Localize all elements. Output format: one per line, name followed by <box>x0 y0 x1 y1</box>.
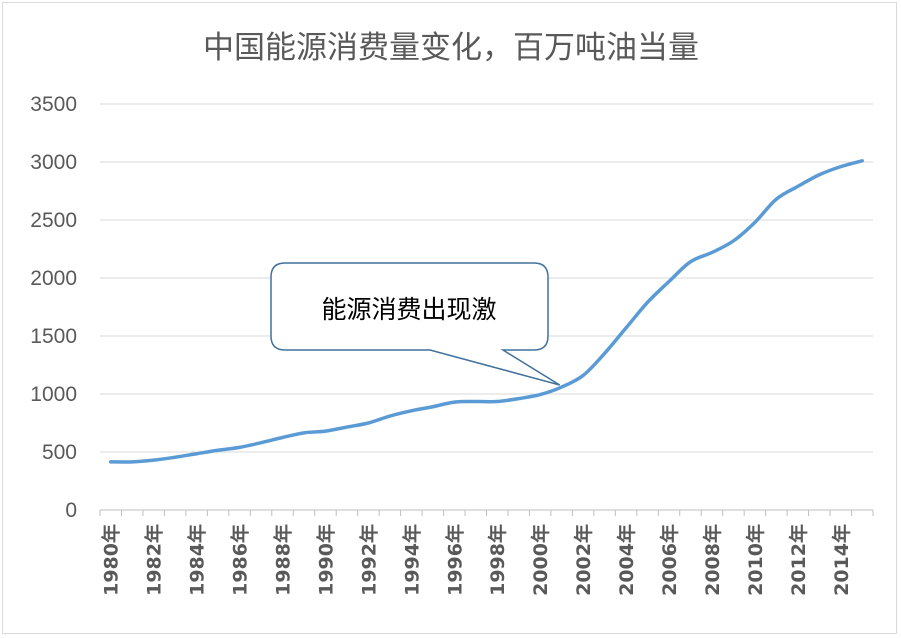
y-tick-label: 1000 <box>30 383 77 406</box>
y-tick-label: 1500 <box>30 325 77 348</box>
gridlines <box>100 103 873 453</box>
x-tick-label: 2002年 <box>572 524 595 596</box>
y-tick-label: 3500 <box>30 93 77 116</box>
series-line <box>108 159 865 464</box>
chart-title: 中国能源消费量变化，百万吨油当量 <box>203 30 699 66</box>
x-tick-label: 1982年 <box>143 524 166 596</box>
x-tick-label: 2010年 <box>744 524 767 596</box>
callout-text: 能源消费出现激 <box>321 295 496 324</box>
callout: 能源消费出现激 <box>270 262 561 386</box>
x-tick-label: 2008年 <box>701 524 724 596</box>
callout-bubble <box>270 262 561 386</box>
x-axis <box>99 509 874 516</box>
x-tick-label: 1990年 <box>314 524 337 596</box>
y-tick-label: 2500 <box>30 209 77 232</box>
x-tick-label: 1984年 <box>186 524 209 596</box>
y-tick-label: 500 <box>42 441 77 464</box>
x-tick-label: 1988年 <box>272 524 295 596</box>
x-tick-label: 1994年 <box>400 524 423 596</box>
y-tick-label: 0 <box>65 499 77 522</box>
y-tick-label: 3000 <box>30 151 77 174</box>
x-tick-label: 1980年 <box>100 524 123 596</box>
series-layer <box>108 159 865 464</box>
x-axis-labels: 1980年 1982年 1984年 1986年 1988年 1990年 1992年 1994年… <box>100 524 853 596</box>
x-tick-label: 2012年 <box>787 524 810 596</box>
y-axis-labels: 0 500 1000 1500 2000 2500 3000 3500 <box>30 93 77 522</box>
y-tick-label: 2000 <box>30 267 77 290</box>
x-tick-label: 1986年 <box>229 524 252 596</box>
x-tick-label: 2006年 <box>658 524 681 596</box>
x-tick-label: 1996年 <box>443 524 466 596</box>
x-tick-label: 2014年 <box>830 524 853 596</box>
x-tick-label: 2000年 <box>529 524 552 596</box>
x-tick-label: 1998年 <box>486 524 509 596</box>
x-tick-label: 1992年 <box>357 524 380 596</box>
x-tick-label: 2004年 <box>615 524 638 596</box>
